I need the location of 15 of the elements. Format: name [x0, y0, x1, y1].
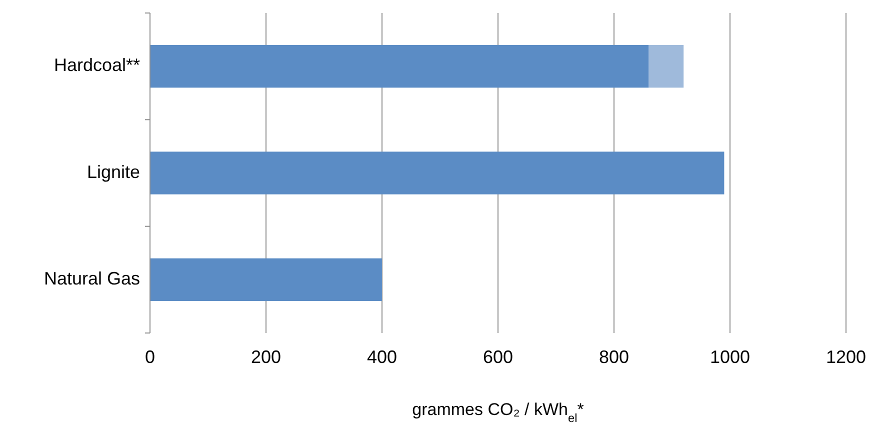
x-tick-label: 800 [598, 347, 630, 367]
x-tick-label: 400 [366, 347, 398, 367]
x-tick-label: 1200 [826, 347, 866, 367]
x-tick-label: 1000 [710, 347, 750, 367]
x-axis-title: grammes CO₂ / kWh$_{el}$* [412, 400, 584, 425]
x-tick-label: 200 [250, 347, 282, 367]
y-tick-label: Hardcoal** [54, 55, 140, 76]
bar [648, 45, 684, 88]
bar [150, 152, 724, 194]
bar [150, 45, 649, 88]
x-tick-label: 0 [144, 347, 156, 367]
y-tick-label: Natural Gas [44, 268, 140, 288]
bar [150, 258, 382, 301]
y-tick-label: Lignite [86, 162, 140, 182]
x-tick-label: 600 [482, 347, 514, 367]
